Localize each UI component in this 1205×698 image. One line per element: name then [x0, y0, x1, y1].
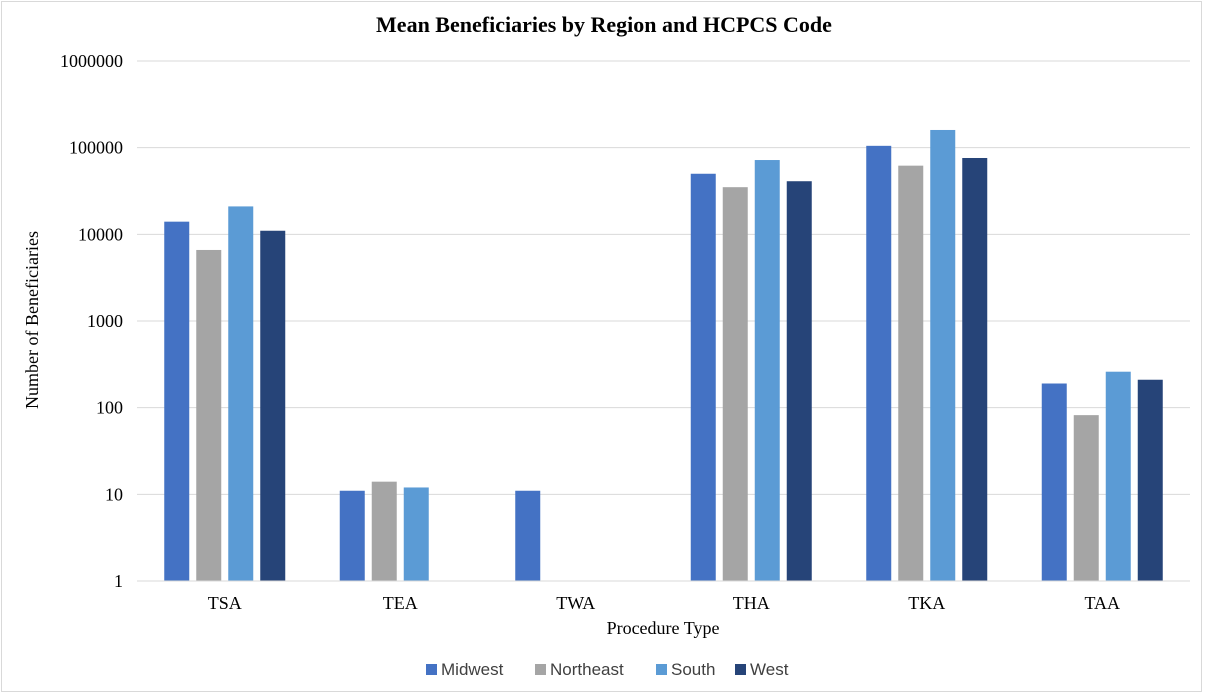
legend-swatch [656, 664, 667, 675]
bar-northeast-tsa [196, 249, 222, 582]
x-tick-label: TEA [383, 593, 418, 613]
bar-northeast-tha [722, 187, 748, 581]
x-axis-label: Procedure Type [607, 618, 720, 638]
y-tick-label: 1000000 [60, 51, 123, 71]
x-tick-label: TKA [908, 593, 945, 613]
bar-west-tsa [260, 230, 286, 581]
legend-item-northeast: Northeast [535, 660, 624, 679]
legend-swatch [426, 664, 437, 675]
bar-south-tka [930, 129, 956, 581]
y-tick-label: 1 [114, 571, 123, 591]
bar-midwest-tha [690, 173, 716, 582]
y-tick-label: 100000 [69, 138, 123, 158]
legend-label: South [671, 660, 715, 679]
y-axis-label: Number of Beneficiaries [22, 231, 42, 409]
bar-south-taa [1105, 371, 1131, 581]
legend: Midwest Northeast South West [426, 660, 789, 679]
y-tick-label: 100 [96, 398, 123, 418]
legend-label: Midwest [441, 660, 504, 679]
bar-midwest-tea [339, 490, 365, 581]
x-tick-label: TWA [556, 593, 595, 613]
bar-south-tsa [228, 206, 254, 581]
legend-item-west: West [735, 660, 789, 679]
x-tick-label: TSA [208, 593, 242, 613]
y-tick-label: 10 [105, 484, 123, 504]
x-axis-ticks: TSA TEA TWA THA TKA TAA [208, 593, 1120, 613]
bar-south-tha [754, 160, 780, 581]
bar-northeast-taa [1073, 415, 1099, 581]
x-tick-label: THA [733, 593, 770, 613]
gridlines [137, 60, 1190, 495]
chart-title: Mean Beneficiaries by Region and HCPCS C… [376, 12, 832, 37]
legend-label: Northeast [550, 660, 624, 679]
legend-item-midwest: Midwest [426, 660, 504, 679]
x-tick-label: TAA [1084, 593, 1120, 613]
bar-midwest-twa [515, 490, 541, 581]
y-tick-label: 10000 [78, 224, 123, 244]
bar-west-tka [962, 157, 988, 581]
y-axis-ticks: 1 10 100 1000 10000 100000 1000000 [60, 51, 123, 591]
bar-northeast-tka [898, 165, 924, 581]
y-tick-label: 1000 [87, 311, 123, 331]
bar-midwest-tka [866, 145, 892, 581]
legend-swatch [535, 664, 546, 675]
bar-south-tea [403, 487, 429, 581]
legend-item-south: South [656, 660, 715, 679]
bar-west-tha [786, 181, 812, 581]
bar-northeast-tea [371, 481, 397, 581]
bar-midwest-taa [1041, 383, 1067, 581]
bars [164, 129, 1163, 582]
legend-swatch [735, 664, 746, 675]
bar-midwest-tsa [164, 221, 190, 582]
legend-label: West [750, 660, 789, 679]
bar-west-taa [1137, 379, 1163, 581]
